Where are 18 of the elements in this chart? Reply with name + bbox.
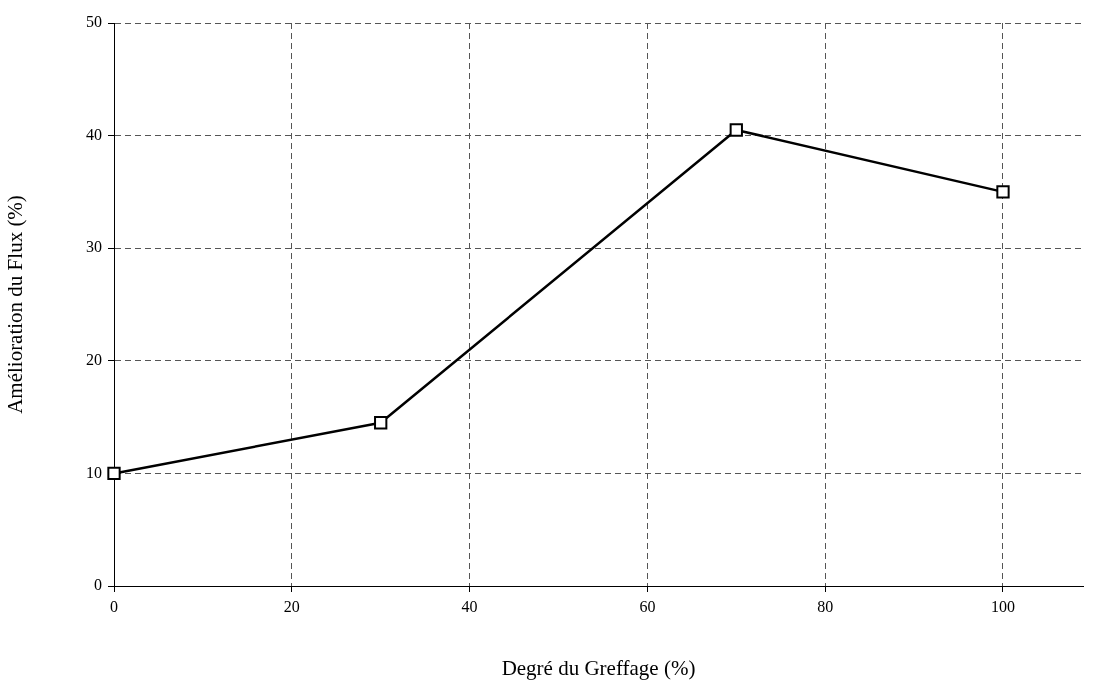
x-tick-label: 100: [990, 597, 1015, 615]
point: [729, 123, 743, 137]
point: [996, 185, 1010, 199]
x-tick-label: 20: [283, 597, 300, 615]
y-tick-label: 40: [86, 125, 102, 143]
y-tick-label: 30: [86, 238, 102, 256]
x-tick-label: 60: [639, 597, 656, 615]
y-tick-label: 20: [86, 351, 102, 368]
x-axis-title: Degré du Greffage (%): [501, 655, 696, 680]
y-tick-label: 0: [94, 576, 102, 594]
x-tick-label: 40: [461, 597, 478, 615]
x-tick-label: 0: [110, 597, 118, 615]
x-tick-label: 80: [817, 597, 834, 615]
y-axis-title: Amélioration du Flux (%): [3, 195, 28, 414]
point: [107, 466, 121, 481]
y-tick-label: 50: [86, 13, 102, 31]
point: [374, 416, 388, 430]
y-tick-label: 10: [86, 463, 102, 481]
